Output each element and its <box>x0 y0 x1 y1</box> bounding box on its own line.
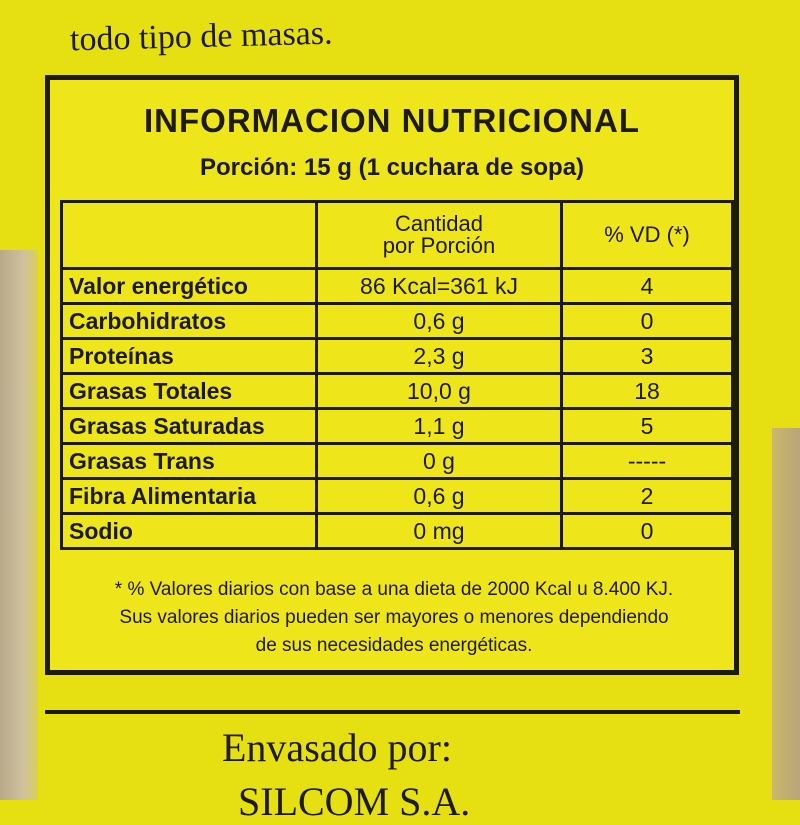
portion: Porción: 15 g (1 cuchara de sopa) <box>199 154 585 181</box>
cell: 0 mg <box>315 512 563 550</box>
cell: 3 <box>560 337 734 375</box>
cell: 0 <box>560 512 734 550</box>
nutrient-row: Grasas Trans 0 g ----- <box>60 442 734 480</box>
header-cell <box>60 200 318 270</box>
cell: 5 <box>560 407 734 445</box>
cell: Grasas Saturadas <box>60 407 318 445</box>
footnote-line: Sus valores diarios pueden ser mayores o… <box>119 607 669 628</box>
cell: 0,6 g <box>315 302 563 340</box>
nutrition-table: Cantidad por Porción % VD (*) Valor ener… <box>60 200 734 550</box>
cell: Grasas Totales <box>60 372 318 410</box>
footnote: * % Valores diarios con base a una dieta… <box>64 576 724 660</box>
cell: Sodio <box>60 512 318 550</box>
package-edge <box>0 250 38 800</box>
cell: 0 <box>560 302 734 340</box>
divider <box>45 710 740 714</box>
cell: Proteínas <box>60 337 318 375</box>
package-text: todo tipo de masas. <box>69 14 333 59</box>
cell: 86 Kcal=361 kJ <box>315 267 563 305</box>
label-title: INFORMACION NUTRICIONAL <box>144 102 640 139</box>
header-cell: Cantidad por Porción <box>315 200 563 270</box>
page: todo tipo de masas. INFORMACION NUTRICIO… <box>0 14 800 824</box>
cell: Grasas Trans <box>60 442 318 480</box>
cell: Fibra Alimentaria <box>60 477 318 515</box>
package-edge <box>772 428 800 800</box>
cell: Carbohidratos <box>60 302 318 340</box>
cell: 4 <box>560 267 734 305</box>
nutrient-row: Sodio 0 mg 0 <box>60 512 734 550</box>
cell: 0,6 g <box>315 477 563 515</box>
nutrient-row: Valor energético 86 Kcal=361 kJ 4 <box>60 267 734 305</box>
header-cell: % VD (*) <box>560 200 734 270</box>
cell: ----- <box>560 442 734 480</box>
cell: 2 <box>560 477 734 515</box>
header-row: Cantidad por Porción % VD (*) <box>60 200 734 270</box>
footnote-line: de sus necesidades energéticas. <box>255 635 533 656</box>
cell: 18 <box>560 372 734 410</box>
cell: 2,3 g <box>315 337 563 375</box>
nutrition-label: INFORMACION NUTRICIONAL Porción: 15 g (1… <box>45 75 739 675</box>
cell: 0 g <box>315 442 563 480</box>
cell: 10,0 g <box>315 372 563 410</box>
package-text: SILCOM S.A. <box>238 779 471 824</box>
cell: 1,1 g <box>315 407 563 445</box>
package-text: Envasado por: <box>222 725 452 770</box>
nutrient-row: Grasas Totales 10,0 g 18 <box>60 372 734 410</box>
footnote-line: * % Valores diarios con base a una dieta… <box>114 579 674 600</box>
cell: Valor energético <box>60 267 318 305</box>
